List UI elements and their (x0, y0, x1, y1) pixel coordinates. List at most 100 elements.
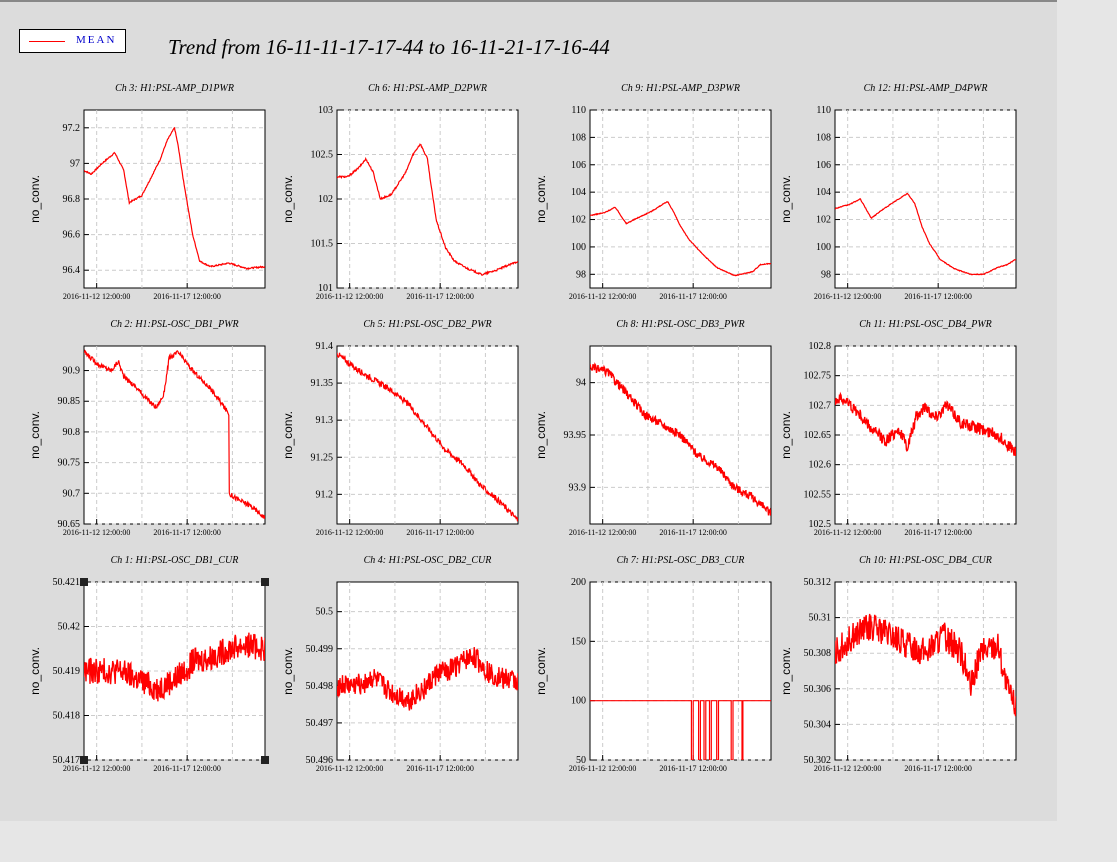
x-tick-label: 2016-11-12 12:00:00 (63, 292, 130, 301)
page-title: Trend from 16-11-11-17-17-44 to 16-11-21… (168, 35, 610, 59)
y-tick-label: 50 (576, 755, 586, 766)
y-tick-label: 91.35 (311, 378, 334, 389)
y-tick-label: 102.75 (804, 371, 832, 382)
y-tick-label: 106 (571, 160, 586, 171)
chart-title: Ch 8: H1:PSL-OSC_DB3_PWR (616, 319, 744, 330)
y-tick-label: 93.95 (564, 430, 587, 441)
y-tick-label: 96.4 (63, 265, 81, 276)
chart-title: Ch 1: H1:PSL-OSC_DB1_CUR (111, 555, 239, 566)
selection-handle (80, 756, 88, 764)
y-tick-label: 90.75 (58, 458, 81, 469)
series-line (590, 700, 771, 760)
y-tick-label: 98 (576, 269, 586, 280)
chart-title: Ch 7: H1:PSL-OSC_DB3_CUR (617, 555, 745, 566)
y-tick-label: 50.312 (804, 577, 832, 588)
series-line (84, 632, 265, 702)
x-tick-label: 2016-11-12 12:00:00 (814, 528, 881, 537)
y-tick-label: 110 (816, 105, 831, 116)
y-tick-label: 50.498 (306, 681, 334, 692)
y-tick-label: 90.65 (58, 519, 81, 530)
x-tick-label: 2016-11-12 12:00:00 (316, 764, 383, 773)
y-tick-label: 50.496 (306, 755, 334, 766)
chart-panel: Ch 7: H1:PSL-OSC_DB3_CUR no_conv. 50 100 150… (534, 555, 772, 773)
y-tick-label: 103 (318, 105, 333, 116)
y-tick-label: 50.31 (809, 613, 832, 624)
chart-title: Ch 3: H1:PSL-AMP_D1PWR (115, 83, 234, 94)
y-tick-label: 102.55 (804, 489, 832, 500)
y-tick-label: 91.3 (316, 415, 334, 426)
y-axis-label: no_conv. (28, 175, 42, 223)
x-tick-label: 2016-11-17 12:00:00 (406, 528, 473, 537)
plot-area (83, 109, 266, 289)
y-tick-label: 50.417 (53, 755, 81, 766)
chart-title: Ch 5: H1:PSL-OSC_DB2_PWR (363, 319, 491, 330)
chart-panel: Ch 12: H1:PSL-AMP_D4PWR no_conv. 98 100 102 1… (779, 83, 1017, 301)
y-tick-label: 104 (816, 187, 831, 198)
x-tick-label: 2016-11-17 12:00:00 (904, 528, 971, 537)
y-axis-label: no_conv. (779, 647, 793, 695)
y-axis-label: no_conv. (281, 411, 295, 459)
selection-handle (80, 578, 88, 586)
y-tick-label: 97 (70, 158, 80, 169)
chart-title: Ch 9: H1:PSL-AMP_D3PWR (621, 83, 740, 94)
y-tick-label: 50.499 (306, 644, 334, 655)
y-tick-label: 50.306 (804, 684, 832, 695)
plot-area (336, 345, 519, 525)
y-tick-label: 108 (571, 132, 586, 143)
x-tick-label: 2016-11-12 12:00:00 (569, 292, 636, 301)
x-tick-label: 2016-11-12 12:00:00 (316, 292, 383, 301)
y-axis-label: no_conv. (779, 411, 793, 459)
series-line (590, 201, 771, 277)
x-tick-label: 2016-11-17 12:00:00 (406, 764, 473, 773)
x-tick-label: 2016-11-12 12:00:00 (569, 528, 636, 537)
selection-handle (261, 756, 269, 764)
legend-box: MEAN (19, 29, 126, 53)
chart-panel: Ch 9: H1:PSL-AMP_D3PWR no_conv. 98 100 102 10… (534, 83, 772, 301)
y-tick-label: 50.308 (804, 648, 832, 659)
series-line (84, 126, 265, 271)
y-tick-label: 101.5 (311, 239, 334, 250)
y-tick-label: 50.418 (53, 711, 81, 722)
y-tick-label: 97.2 (63, 123, 81, 134)
series-line (337, 647, 518, 711)
y-axis-label: no_conv. (534, 647, 548, 695)
plot-area (834, 109, 1017, 289)
y-tick-label: 50.302 (804, 755, 832, 766)
y-tick-label: 100 (816, 242, 831, 253)
y-tick-label: 50.419 (53, 666, 81, 677)
y-tick-label: 90.9 (63, 366, 81, 377)
plot-area (834, 581, 1017, 761)
y-axis-label: no_conv. (28, 411, 42, 459)
legend-label: MEAN (76, 34, 117, 46)
series-line (84, 349, 265, 519)
chart-panel: Ch 5: H1:PSL-OSC_DB2_PWR no_conv. 91.2 91.2… (281, 319, 519, 537)
plot-area (589, 581, 772, 761)
y-tick-label: 102.6 (809, 460, 832, 471)
y-tick-label: 150 (571, 636, 586, 647)
y-tick-label: 102.7 (809, 400, 832, 411)
chart-panel: Ch 3: H1:PSL-AMP_D1PWR no_conv. 96.4 96.6 96… (28, 83, 266, 301)
y-tick-label: 101 (318, 283, 333, 294)
x-tick-label: 2016-11-17 12:00:00 (153, 292, 220, 301)
y-tick-label: 104 (571, 187, 586, 198)
y-tick-label: 102.5 (809, 519, 832, 530)
y-axis-label: no_conv. (534, 175, 548, 223)
selection-handle (261, 578, 269, 586)
x-tick-label: 2016-11-17 12:00:00 (659, 292, 726, 301)
y-tick-label: 102.8 (809, 341, 832, 352)
y-tick-label: 102 (571, 215, 586, 226)
y-tick-label: 90.7 (63, 488, 81, 499)
y-tick-label: 108 (816, 132, 831, 143)
series-line (835, 613, 1016, 717)
y-tick-label: 100 (571, 242, 586, 253)
y-tick-label: 102.5 (311, 150, 334, 161)
y-axis-label: no_conv. (281, 647, 295, 695)
y-axis-label: no_conv. (28, 647, 42, 695)
chart-title: Ch 2: H1:PSL-OSC_DB1_PWR (110, 319, 238, 330)
y-tick-label: 96.8 (63, 194, 81, 205)
y-tick-label: 50.5 (316, 607, 334, 618)
y-tick-label: 91.25 (311, 452, 334, 463)
x-tick-label: 2016-11-12 12:00:00 (316, 528, 383, 537)
y-tick-label: 93.9 (569, 482, 587, 493)
